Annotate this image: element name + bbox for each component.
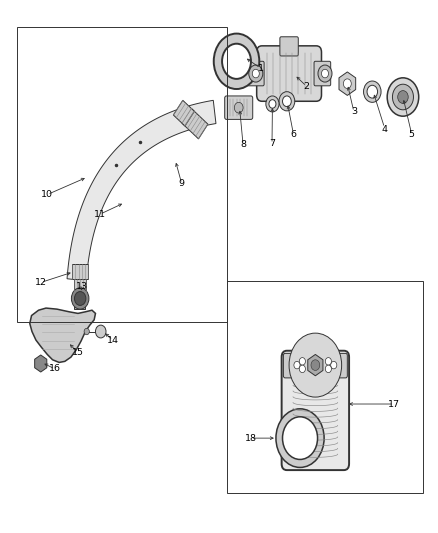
Circle shape bbox=[266, 96, 279, 112]
Circle shape bbox=[276, 409, 324, 467]
Circle shape bbox=[289, 333, 342, 397]
Text: 13: 13 bbox=[76, 282, 88, 291]
Text: 5: 5 bbox=[409, 130, 415, 139]
FancyBboxPatch shape bbox=[314, 61, 331, 86]
Circle shape bbox=[299, 365, 305, 373]
Circle shape bbox=[283, 417, 318, 459]
Polygon shape bbox=[35, 355, 47, 372]
Text: 2: 2 bbox=[304, 82, 310, 91]
Text: 12: 12 bbox=[35, 278, 47, 287]
Circle shape bbox=[392, 84, 413, 110]
Bar bbox=[17, 27, 227, 322]
Text: 4: 4 bbox=[381, 125, 388, 134]
Circle shape bbox=[294, 361, 300, 369]
Circle shape bbox=[84, 328, 89, 335]
Circle shape bbox=[279, 92, 295, 111]
Polygon shape bbox=[339, 72, 356, 95]
Circle shape bbox=[321, 69, 328, 78]
Polygon shape bbox=[30, 308, 95, 362]
FancyBboxPatch shape bbox=[257, 46, 321, 101]
Text: 6: 6 bbox=[290, 130, 297, 139]
Circle shape bbox=[71, 288, 89, 309]
Circle shape bbox=[367, 85, 378, 98]
FancyBboxPatch shape bbox=[282, 351, 349, 470]
Text: 11: 11 bbox=[94, 210, 106, 219]
Polygon shape bbox=[72, 264, 88, 279]
Circle shape bbox=[252, 69, 259, 78]
Bar bbox=[74, 288, 85, 309]
Text: 14: 14 bbox=[107, 336, 119, 344]
Circle shape bbox=[283, 96, 291, 107]
Text: 17: 17 bbox=[388, 400, 400, 408]
Circle shape bbox=[234, 102, 243, 113]
Text: 1: 1 bbox=[258, 64, 264, 72]
Circle shape bbox=[312, 356, 318, 364]
Circle shape bbox=[387, 78, 419, 116]
Circle shape bbox=[74, 292, 86, 305]
Circle shape bbox=[214, 34, 259, 89]
Text: 10: 10 bbox=[41, 190, 53, 199]
Text: 18: 18 bbox=[244, 434, 257, 442]
Circle shape bbox=[364, 81, 381, 102]
Polygon shape bbox=[173, 100, 194, 126]
Text: 15: 15 bbox=[72, 349, 84, 357]
Polygon shape bbox=[67, 100, 216, 281]
Circle shape bbox=[95, 325, 106, 338]
Circle shape bbox=[312, 367, 318, 374]
Circle shape bbox=[325, 365, 332, 373]
Text: 8: 8 bbox=[240, 141, 246, 149]
Text: 7: 7 bbox=[269, 140, 275, 148]
Circle shape bbox=[343, 79, 351, 88]
FancyBboxPatch shape bbox=[225, 96, 253, 119]
FancyBboxPatch shape bbox=[283, 353, 347, 378]
Circle shape bbox=[269, 100, 276, 108]
Polygon shape bbox=[308, 354, 323, 376]
Circle shape bbox=[222, 44, 251, 79]
Text: 3: 3 bbox=[351, 108, 357, 116]
Circle shape bbox=[311, 360, 320, 370]
Text: 16: 16 bbox=[49, 365, 61, 373]
Circle shape bbox=[249, 65, 263, 82]
FancyBboxPatch shape bbox=[280, 37, 298, 56]
Circle shape bbox=[318, 65, 332, 82]
Circle shape bbox=[398, 91, 408, 103]
Circle shape bbox=[299, 358, 305, 365]
Circle shape bbox=[331, 361, 337, 369]
Circle shape bbox=[325, 358, 332, 365]
Text: 9: 9 bbox=[179, 180, 185, 188]
FancyBboxPatch shape bbox=[247, 61, 264, 86]
Bar bbox=[227, 281, 423, 493]
Polygon shape bbox=[74, 279, 86, 294]
Polygon shape bbox=[182, 108, 208, 139]
